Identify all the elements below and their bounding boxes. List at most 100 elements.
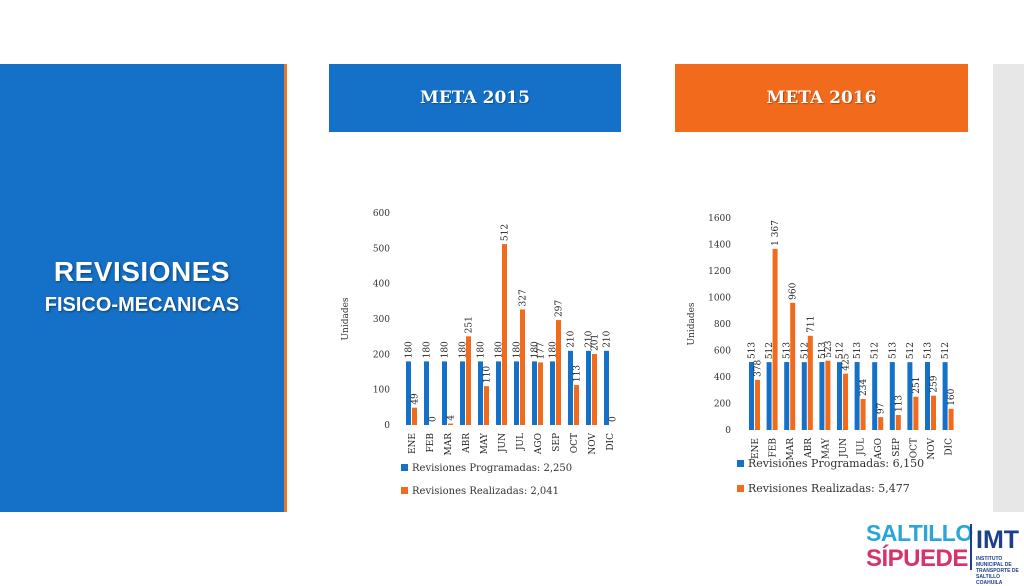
bar-programadas xyxy=(837,362,842,430)
y-tick-label: 200 xyxy=(373,350,390,360)
y-tick-label: 400 xyxy=(714,373,731,383)
bar-programadas xyxy=(604,350,609,425)
bar-realizadas xyxy=(860,398,866,430)
bar-programadas xyxy=(568,350,573,425)
category-label: ENE xyxy=(408,433,418,454)
bar-realizadas xyxy=(790,302,796,430)
bar-realizadas xyxy=(895,415,901,430)
bar-programadas xyxy=(424,361,429,425)
category-label: JUL xyxy=(516,433,526,451)
data-label-realizadas: 113 xyxy=(894,395,904,412)
y-tick-label: 1600 xyxy=(708,214,731,224)
bar-programadas xyxy=(907,362,913,430)
category-label: MAR xyxy=(444,433,454,456)
data-label-realizadas: 251 xyxy=(912,377,922,394)
y-tick-label: 0 xyxy=(384,421,390,431)
bar-programadas xyxy=(586,350,591,425)
bar-realizadas xyxy=(574,385,579,425)
y-axis-label: Unidades xyxy=(341,297,351,340)
data-label-programadas: 513 xyxy=(853,342,863,359)
bar-realizadas xyxy=(825,360,831,430)
y-tick-label: 400 xyxy=(373,280,390,290)
data-label-programadas: 512 xyxy=(800,342,810,359)
bar-programadas xyxy=(766,362,772,430)
data-label-programadas: 180 xyxy=(549,341,559,358)
data-label-realizadas: 49 xyxy=(411,393,421,405)
data-label-realizadas: 327 xyxy=(519,289,529,306)
data-label-realizadas: 523 xyxy=(824,340,834,357)
category-label: JUN xyxy=(839,438,849,458)
y-tick-label: 1000 xyxy=(708,294,731,304)
data-label-realizadas: 160 xyxy=(947,388,957,405)
data-label-programadas: 180 xyxy=(441,341,451,358)
bar-realizadas xyxy=(448,423,453,425)
category-label: OCT xyxy=(570,433,580,453)
data-label-realizadas: 1 367 xyxy=(771,220,781,246)
data-label-programadas: 512 xyxy=(765,342,775,359)
bar-programadas xyxy=(925,362,930,430)
legend-swatch xyxy=(737,460,744,467)
meta-2016-header: META 2016 xyxy=(675,64,968,132)
data-label-programadas: 180 xyxy=(459,341,469,358)
data-label-realizadas: 110 xyxy=(483,366,493,383)
title-panel: REVISIONES FISICO-MECANICAS xyxy=(0,64,287,512)
data-label-realizadas: 177 xyxy=(537,342,547,359)
y-tick-label: 100 xyxy=(373,386,390,396)
data-label-programadas: 180 xyxy=(405,341,415,358)
category-label: ABR xyxy=(462,433,472,454)
bar-realizadas xyxy=(556,320,561,425)
y-tick-label: 600 xyxy=(714,347,731,357)
bar-realizadas xyxy=(484,386,489,425)
logo-divider xyxy=(970,524,972,570)
data-label-programadas: 180 xyxy=(423,341,433,358)
bar-programadas xyxy=(872,362,878,430)
data-label-programadas: 180 xyxy=(477,341,487,358)
data-label-realizadas: 711 xyxy=(806,316,816,333)
data-label-realizadas: 297 xyxy=(555,300,565,317)
y-tick-label: 500 xyxy=(373,244,390,254)
category-label: MAY xyxy=(821,437,831,459)
category-label: MAR xyxy=(786,438,796,461)
bar-realizadas xyxy=(913,396,919,430)
y-tick-label: 300 xyxy=(373,315,390,325)
bar-programadas xyxy=(801,362,807,430)
bar-realizadas xyxy=(520,309,525,425)
data-label-programadas: 513 xyxy=(924,342,934,359)
data-label-programadas: 180 xyxy=(531,341,541,358)
data-label-realizadas: 234 xyxy=(859,379,869,396)
slide-title: REVISIONES xyxy=(53,256,231,287)
bar-programadas xyxy=(478,361,483,425)
bar-realizadas xyxy=(878,417,884,430)
data-label-programadas: 210 xyxy=(603,330,613,347)
bar-realizadas xyxy=(772,248,778,430)
legend-label: Revisiones Realizadas: 5,477 xyxy=(748,482,910,495)
bar-programadas xyxy=(889,362,895,430)
data-label-programadas: 512 xyxy=(836,342,846,359)
data-label-realizadas: 113 xyxy=(573,365,583,382)
data-label-programadas: 512 xyxy=(871,342,881,359)
logo-imt-subtitle: INSTITUTO MUNICIPAL DE TRANSPORTE DE SAL… xyxy=(976,556,1019,586)
data-label-programadas: 210 xyxy=(585,330,595,347)
logo-sipuede: SÍPUEDE xyxy=(866,545,968,572)
logo-imt: IMT xyxy=(976,526,1020,554)
bar-realizadas xyxy=(502,244,507,425)
data-label-realizadas: 960 xyxy=(789,282,799,299)
meta-2015-header: META 2015 xyxy=(329,64,621,132)
y-tick-label: 800 xyxy=(714,320,731,330)
category-label: DIC xyxy=(606,433,616,451)
category-label: ABR xyxy=(804,438,814,459)
legend-label: Revisiones Realizadas: 2,041 xyxy=(412,486,559,497)
data-label-programadas: 180 xyxy=(495,341,505,358)
category-label: AGO xyxy=(874,438,884,460)
bar-realizadas xyxy=(466,336,471,425)
legend-label: Revisiones Programadas: 6,150 xyxy=(748,457,924,470)
category-label: FEB xyxy=(769,438,779,458)
category-label: FEB xyxy=(426,433,436,453)
y-tick-label: 1400 xyxy=(708,241,731,251)
y-axis-label: Unidades xyxy=(687,302,697,345)
data-label-realizadas: 0 xyxy=(429,416,439,422)
bar-realizadas xyxy=(592,353,597,425)
y-tick-label: 600 xyxy=(373,209,390,219)
